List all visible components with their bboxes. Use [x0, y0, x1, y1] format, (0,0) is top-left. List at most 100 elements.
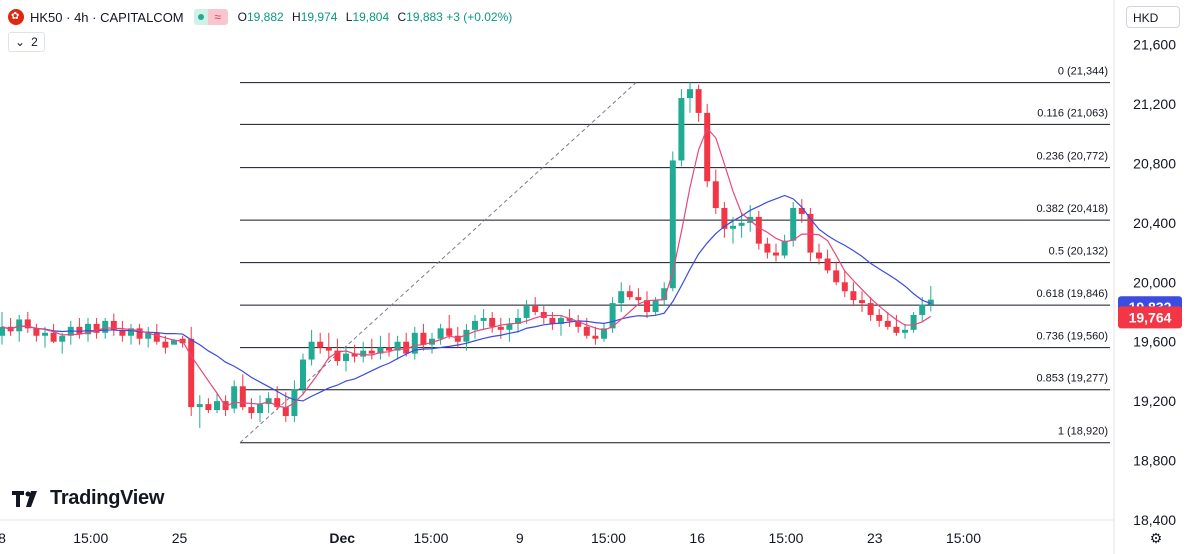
time-tick-label: 15:00 — [73, 530, 108, 546]
candle-body — [549, 317, 556, 324]
candle-body — [257, 404, 263, 414]
candle-body — [859, 300, 865, 304]
candle-body — [282, 407, 289, 416]
candle-body — [695, 89, 702, 113]
indicators-toggle[interactable]: ⌄ 2 — [8, 32, 45, 52]
candle-body — [300, 359, 306, 390]
time-axis: 8 15:00 25 Dec 15:00 9 15:00 16 15:00 23 15:00 — [0, 530, 981, 546]
candle-body — [136, 328, 143, 339]
candle-body — [721, 208, 728, 229]
candle-body — [325, 347, 332, 351]
candle-body — [523, 306, 530, 318]
candle-body — [59, 335, 66, 342]
candle-body — [119, 329, 126, 336]
tradingview-logo[interactable]: TradingView — [12, 487, 164, 510]
candle-body — [394, 341, 401, 351]
ma-slow-line — [1, 194, 932, 402]
price-tick-label: 19,200 — [1133, 393, 1176, 409]
fib-level-label: 0 (21,344) — [1058, 66, 1108, 78]
candle-body — [411, 332, 418, 354]
candle-body — [506, 323, 513, 330]
fib-level-label: 0.382 (20,418) — [1036, 203, 1108, 215]
candle-body — [730, 225, 736, 229]
time-tick-label: 25 — [172, 530, 188, 546]
price-tag-label: 19,764 — [1129, 309, 1172, 325]
candle-body — [463, 329, 470, 342]
candle-body — [626, 291, 633, 298]
fib-level-label: 0.736 (19,560) — [1036, 331, 1108, 343]
candle-body — [110, 320, 117, 330]
candle-body — [876, 314, 883, 321]
price-tick-label: 20,400 — [1133, 215, 1176, 231]
candle-body — [764, 243, 771, 253]
candle-body — [420, 332, 427, 345]
fib-level-label: 0.853 (19,277) — [1036, 373, 1108, 385]
candle-body — [893, 326, 900, 333]
candle-body — [712, 181, 719, 208]
price-tick-label: 18,800 — [1133, 453, 1176, 469]
market-open-icon[interactable] — [193, 9, 208, 25]
candle-body — [497, 326, 504, 330]
time-tick-label: Dec — [329, 530, 355, 546]
candle-body — [472, 320, 478, 330]
candle-body — [661, 288, 668, 301]
candle-body — [601, 328, 607, 339]
candle-body — [592, 335, 599, 339]
candle-body — [196, 404, 203, 408]
gear-icon[interactable]: ⚙ — [1149, 530, 1163, 546]
candle-body — [162, 341, 169, 348]
ohlc-values: O19,882 H19,974 L19,804 C19,883 +3 (+0.0… — [237, 10, 513, 24]
candle-body — [833, 270, 840, 283]
fib-level-label: 0.236 (20,772) — [1036, 151, 1108, 163]
candle-body — [480, 317, 487, 321]
candle-body — [678, 98, 685, 161]
time-tick-label: 8 — [0, 530, 6, 546]
candle-body — [188, 338, 195, 408]
candle-body — [575, 320, 582, 327]
candle-body — [368, 350, 375, 354]
symbol-header: HK50 · 4h · CAPITALCOM ≈ O19,882 H19,974… — [8, 6, 517, 28]
candle-body — [377, 347, 384, 354]
candle-body — [816, 252, 822, 259]
candle-body — [927, 299, 934, 305]
candle-body — [231, 386, 238, 409]
candle-body — [515, 317, 521, 324]
candle-body — [153, 332, 160, 342]
wave-icon[interactable]: ≈ — [207, 9, 228, 25]
candle-body — [239, 386, 246, 408]
candle-body — [618, 291, 625, 304]
candle-body — [360, 350, 367, 357]
candle-body — [532, 306, 539, 312]
price-tick-label: 21,600 — [1133, 37, 1176, 53]
candle-body — [773, 252, 779, 256]
time-tick-label: 15:00 — [413, 530, 448, 546]
candle-body — [558, 317, 564, 324]
candle-body — [884, 320, 891, 327]
candle-body — [334, 350, 341, 362]
candlestick-series — [0, 82, 934, 428]
candle-body — [910, 314, 917, 330]
fib-level-label: 0.618 (19,846) — [1036, 288, 1108, 300]
candle-body — [824, 258, 831, 271]
candle-body — [308, 341, 315, 360]
fib-trend-line — [239, 82, 637, 444]
price-tick-label: 21,200 — [1133, 96, 1176, 112]
candle-body — [669, 160, 676, 289]
candle-body — [274, 398, 281, 408]
candle-body — [128, 328, 134, 336]
candle-body — [85, 323, 91, 335]
candle-body — [403, 341, 410, 354]
candle-body — [386, 347, 392, 351]
symbol-title[interactable]: HK50 · 4h · CAPITALCOM — [30, 9, 184, 25]
candle-body — [807, 213, 814, 253]
fib-level-label: 0.116 (21,063) — [1037, 107, 1108, 119]
currency-label[interactable]: HKD — [1126, 6, 1180, 28]
price-tags: 19,83219,764 — [1118, 296, 1182, 329]
indicator-count: 2 — [31, 35, 38, 49]
candle-body — [635, 297, 642, 301]
candle-body — [76, 326, 83, 335]
time-tick-label: 15:00 — [768, 530, 803, 546]
candle-body — [50, 332, 57, 342]
candle-body — [652, 300, 659, 312]
